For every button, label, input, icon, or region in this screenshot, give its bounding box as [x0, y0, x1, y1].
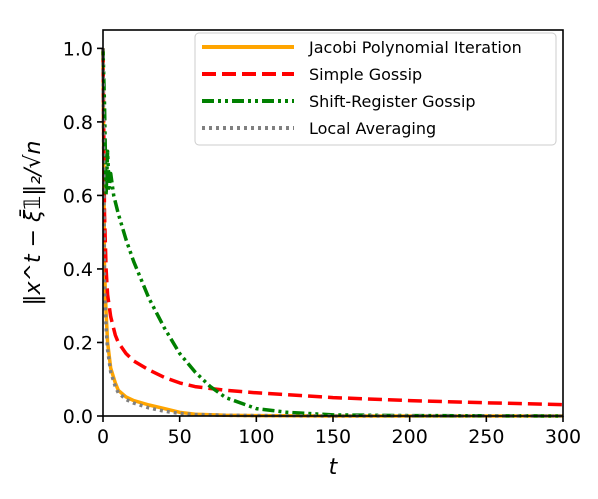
- axis-ticks: 0 50 100 150 200 250 300 0.0 0.2 0.4 0.6 0.8 1.0: [63, 38, 581, 448]
- legend-label-shift: Shift-Register Gossip: [309, 92, 476, 111]
- x-axis-label: t: [329, 455, 339, 480]
- x-tick-label: 150: [315, 426, 351, 448]
- y-tick-label: 0.6: [63, 185, 93, 207]
- y-tick-label: 1.0: [63, 38, 93, 60]
- legend-label-simple: Simple Gossip: [309, 65, 422, 84]
- y-tick-label: 0.4: [63, 259, 93, 281]
- y-axis-label: ‖x^t − ξ̄𝟙‖₂/√n: [20, 141, 46, 306]
- x-tick-label: 50: [168, 426, 192, 448]
- x-tick-label: 250: [468, 426, 504, 448]
- x-tick-label: 300: [545, 426, 581, 448]
- legend-label-jacobi: Jacobi Polynomial Iteration: [308, 38, 522, 57]
- y-tick-label: 0.2: [63, 332, 93, 354]
- legend-box: [194, 32, 557, 146]
- legend-label-local: Local Averaging: [309, 119, 436, 138]
- series-line-3: [101, 48, 563, 418]
- x-tick-label: 200: [392, 426, 428, 448]
- y-tick-label: 0.8: [63, 112, 93, 134]
- series-line-1: [101, 48, 564, 407]
- legend: Jacobi Polynomial Iteration Simple Gossi…: [194, 32, 557, 146]
- y-tick-label: 0.0: [63, 406, 93, 428]
- x-tick-label: 0: [97, 426, 109, 448]
- x-tick-label: 100: [238, 426, 274, 448]
- series-line-2: [101, 48, 564, 418]
